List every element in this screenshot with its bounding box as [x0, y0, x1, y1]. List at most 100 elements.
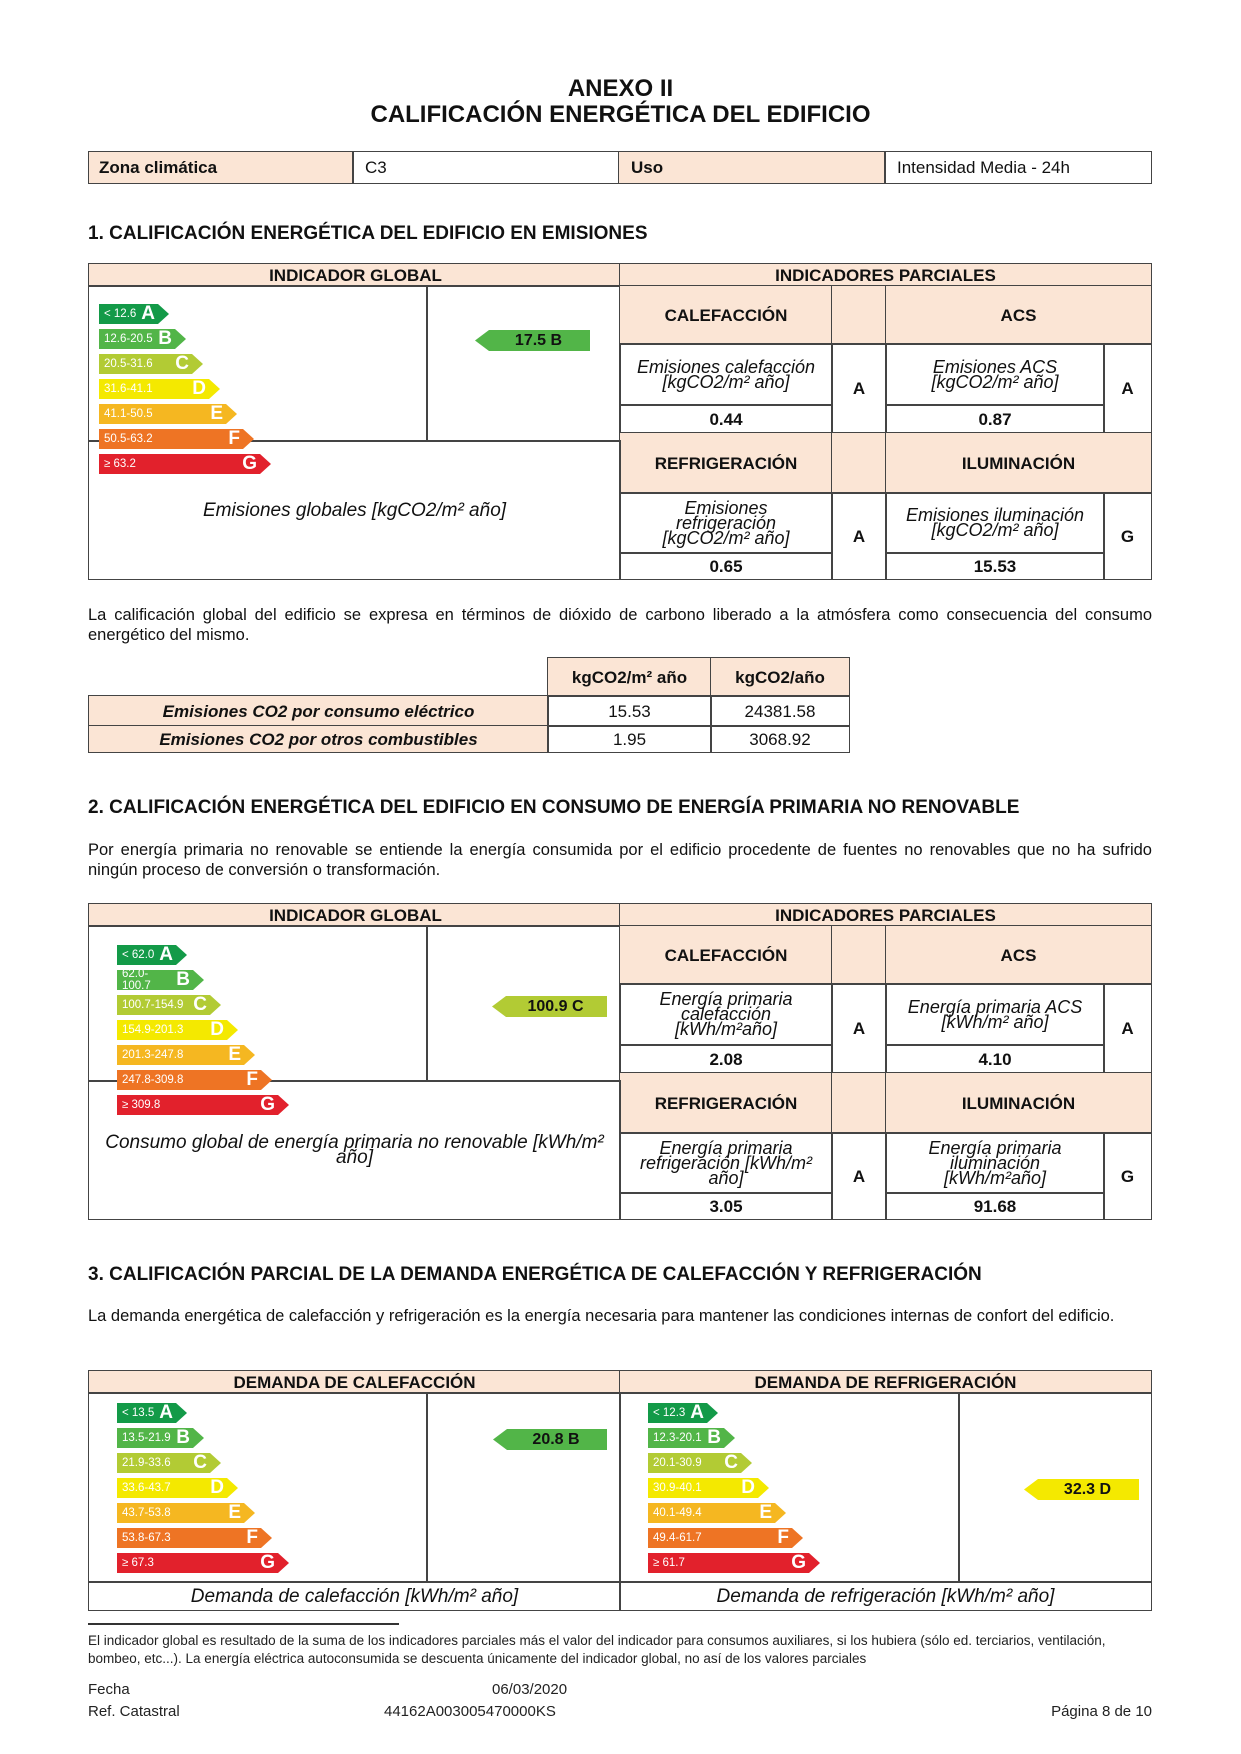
rating-bar-f: 50.5-63.2 F	[99, 429, 254, 449]
rating-bar-b: 12.6-20.5 B	[99, 329, 186, 349]
cooling-header-gap	[831, 432, 887, 494]
rating-bar-c: 100.7-154.9 C	[117, 995, 221, 1015]
rating-range: 154.9-201.3	[122, 1024, 184, 1036]
rating-range: ≥ 309.8	[122, 1099, 161, 1111]
rating-letter: G	[791, 1552, 806, 1573]
acs-header: ACS	[885, 285, 1152, 345]
lighting-value: 15.53	[885, 552, 1105, 580]
rating-bar-b: 12.3-20.1 B	[648, 1428, 735, 1448]
lighting-header: ILUMINACIÓN	[885, 432, 1152, 494]
rating-bar-a: < 13.5 A	[117, 1403, 187, 1423]
heat-indicator-cell	[426, 1392, 621, 1583]
global-header: INDICADOR GLOBAL	[88, 903, 623, 927]
rating-letter: C	[193, 1452, 207, 1473]
rating-letter: E	[228, 1502, 241, 1523]
rating-bar-a: < 12.6 A	[99, 304, 169, 324]
acs-value: 0.87	[885, 404, 1105, 434]
cooling-rating: A	[831, 492, 887, 580]
rating-range: ≥ 61.7	[653, 1557, 685, 1569]
rating-letter: D	[741, 1477, 755, 1498]
rating-bar-d: 30.9-40.1 D	[648, 1478, 769, 1498]
rating-range: 12.6-20.5	[104, 333, 153, 345]
ref-catastral-value: 44162A003005470000KS	[384, 1703, 556, 1720]
rating-range: 100.7-154.9	[122, 999, 184, 1011]
annex-title: ANEXO II	[567, 75, 674, 102]
rating-letter: C	[724, 1452, 738, 1473]
heating-header-gap	[831, 285, 887, 345]
co2-row-label: Emisiones CO2 por otros combustibles	[88, 725, 549, 753]
ref-catastral-label: Ref. Catastral	[88, 1703, 180, 1720]
rating-letter: B	[176, 969, 190, 990]
heating-header: CALEFACCIÓN	[619, 925, 833, 985]
rating-range: 12.3-20.1	[653, 1432, 702, 1444]
heat-demand-label: Demanda de calefacción [kWh/m² año]	[88, 1581, 621, 1611]
rating-letter: B	[176, 1427, 190, 1448]
rating-bar-a: < 12.3 A	[648, 1403, 718, 1423]
rating-letter: B	[158, 328, 172, 349]
lighting-rating: G	[1103, 492, 1152, 580]
rating-range: 201.3-247.8	[122, 1049, 184, 1061]
acs-label: Emisiones ACS [kgCO2/m² año]	[885, 343, 1105, 406]
co2-row-value: 24381.58	[710, 695, 850, 727]
rating-letter: A	[141, 303, 155, 324]
cooling-value: 0.65	[619, 552, 833, 580]
rating-bar-g: ≥ 63.2 G	[99, 454, 271, 474]
heating-rating: A	[831, 983, 887, 1074]
rating-range: 20.5-31.6	[104, 358, 153, 370]
lighting-header: ILUMINACIÓN	[885, 1072, 1152, 1134]
heating-header: CALEFACCIÓN	[619, 285, 833, 345]
rating-bar-f: 53.8-67.3 F	[117, 1528, 272, 1548]
rating-bar-c: 20.1-30.9 C	[648, 1453, 752, 1473]
section-3-heading: 3. CALIFICACIÓN PARCIAL DE LA DEMANDA EN…	[88, 1264, 982, 1285]
heat-scale-cell	[88, 1392, 428, 1583]
co2-col2-header: kgCO2/año	[710, 657, 850, 697]
rating-letter: G	[260, 1094, 275, 1115]
rating-bar-b: 13.5-21.9 B	[117, 1428, 204, 1448]
rating-letter: B	[707, 1427, 721, 1448]
cooling-value: 3.05	[619, 1192, 833, 1220]
rating-bar-e: 201.3-247.8 E	[117, 1045, 255, 1065]
lighting-label: Emisiones iluminación [kgCO2/m² año]	[885, 492, 1105, 554]
rating-letter: A	[690, 1402, 704, 1423]
rating-letter: F	[246, 1527, 258, 1548]
rating-range: 21.9-33.6	[122, 1457, 171, 1469]
heating-rating: A	[831, 343, 887, 434]
rating-letter: A	[159, 1402, 173, 1423]
co2-row-label: Emisiones CO2 por consumo eléctrico	[88, 695, 549, 727]
rating-letter: D	[210, 1477, 224, 1498]
cooling-label: Emisiones refrigeración [kgCO2/m² año]	[619, 492, 833, 554]
section-2-heading: 2. CALIFICACIÓN ENERGÉTICA DEL EDIFICIO …	[88, 797, 1020, 818]
rating-letter: C	[175, 353, 189, 374]
heat-demand-header: DEMANDA DE CALEFACCIÓN	[88, 1370, 621, 1394]
rating-letter: E	[759, 1502, 772, 1523]
section-2-paragraph: Por energía primaria no renovable se ent…	[88, 841, 1152, 879]
acs-rating: A	[1103, 343, 1152, 434]
heating-label: Emisiones calefacción [kgCO2/m² año]	[619, 343, 833, 406]
global-label: Emisiones globales [kgCO2/m² año]	[88, 440, 621, 580]
rating-range: 13.5-21.9	[122, 1432, 171, 1444]
rating-letter: G	[242, 453, 257, 474]
co2-row-value: 1.95	[547, 725, 712, 753]
rating-range: ≥ 63.2	[104, 458, 136, 470]
global-indicator-cell	[426, 925, 621, 1082]
footnote-divider	[88, 1623, 399, 1625]
rating-letter: F	[777, 1527, 789, 1548]
rating-letter: D	[192, 378, 206, 399]
rating-letter: D	[210, 1019, 224, 1040]
section-3-paragraph: La demanda energética de calefacción y r…	[88, 1307, 1115, 1325]
co2-col1-header: kgCO2/m² año	[547, 657, 712, 697]
rating-range: 31.6-41.1	[104, 383, 153, 395]
rating-bar-d: 31.6-41.1 D	[99, 379, 220, 399]
rating-letter: F	[228, 428, 240, 449]
rating-letter: F	[246, 1069, 258, 1090]
fecha-label: Fecha	[88, 1681, 130, 1698]
rating-range: ≥ 67.3	[122, 1557, 154, 1569]
zona-label: Zona climática	[88, 151, 354, 184]
rating-indicator-arrow: 32.3 D	[1024, 1479, 1139, 1500]
rating-range: 20.1-30.9	[653, 1457, 702, 1469]
page-number: Página 8 de 10	[1051, 1703, 1152, 1720]
rating-bar-f: 49.4-61.7 F	[648, 1528, 803, 1548]
cool-demand-header: DEMANDA DE REFRIGERACIÓN	[619, 1370, 1152, 1394]
rating-bar-g: ≥ 61.7 G	[648, 1553, 820, 1573]
rating-bar-e: 43.7-53.8 E	[117, 1503, 255, 1523]
